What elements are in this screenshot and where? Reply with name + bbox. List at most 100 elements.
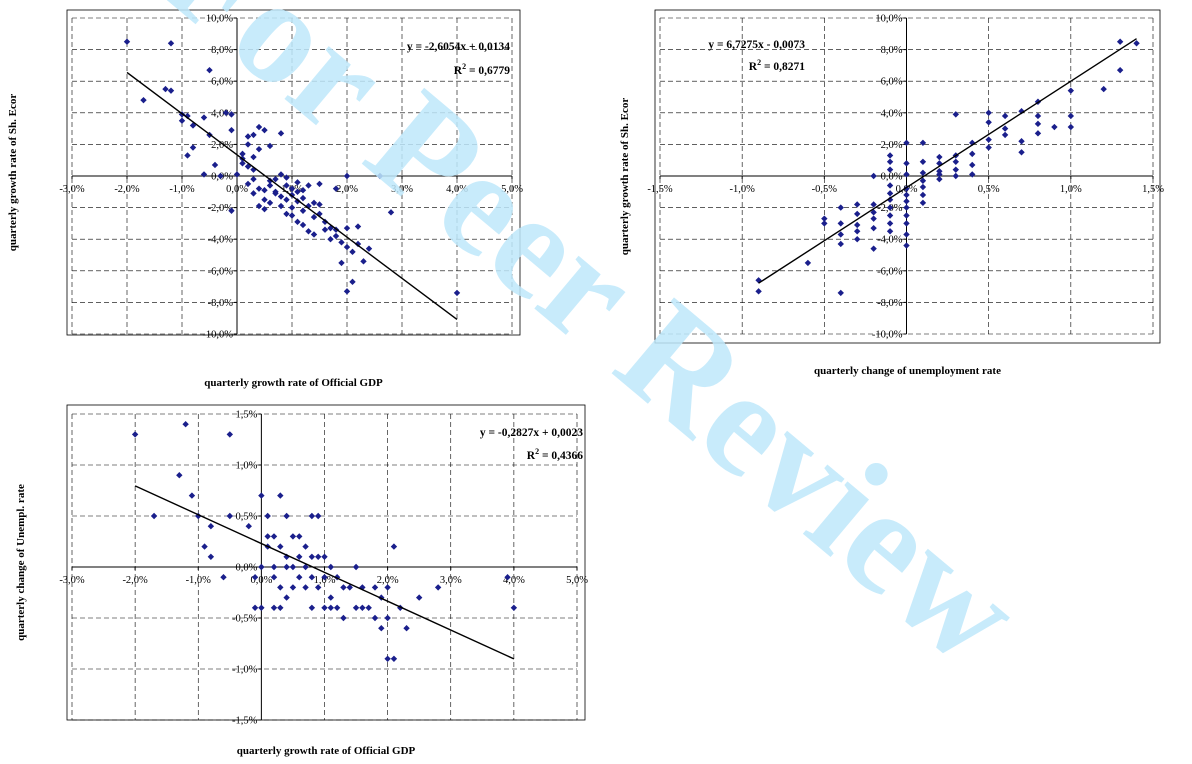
trendline [134, 485, 515, 660]
data-point [936, 153, 943, 161]
data-point [270, 563, 278, 571]
data-point [371, 614, 379, 622]
data-point [182, 421, 189, 428]
data-point [886, 220, 894, 227]
y-tick-label: -10,0% [872, 330, 903, 341]
data-point [308, 574, 316, 581]
x-tick-label: -2,0% [122, 575, 148, 586]
data-point [1034, 120, 1042, 128]
data-point [333, 574, 341, 581]
y-tick-label: 6,0% [881, 77, 903, 88]
data-point [854, 228, 861, 235]
plot-frame [654, 9, 1161, 344]
x-tick-label: 2,0% [377, 575, 399, 586]
data-point [228, 207, 235, 214]
data-point [140, 96, 147, 104]
data-point [288, 204, 296, 211]
data-point [919, 169, 927, 177]
y-tick-label: 4,0% [211, 108, 233, 119]
data-point [296, 574, 303, 581]
data-point [294, 188, 301, 195]
data-point [919, 158, 927, 165]
data-point [299, 221, 307, 229]
data-point [854, 201, 861, 208]
data-point [903, 139, 910, 147]
y-tick-label: 0,5% [236, 512, 258, 523]
x-tick-label: 3,0% [440, 575, 462, 586]
y-tick-label: -0,5% [232, 614, 258, 625]
data-point [903, 212, 910, 219]
x-tick-label: 1,5% [1142, 184, 1164, 195]
data-point [360, 258, 367, 265]
data-point [150, 512, 158, 520]
data-point [338, 259, 345, 267]
data-point [755, 277, 762, 284]
data-point [189, 122, 197, 129]
data-point [321, 574, 328, 581]
data-point [277, 130, 285, 137]
data-point [359, 604, 366, 611]
data-point [343, 243, 351, 251]
data-point [277, 584, 284, 591]
data-point [352, 563, 360, 571]
data-point [952, 158, 959, 165]
data-point [365, 604, 372, 611]
data-point [837, 240, 844, 248]
data-point [886, 182, 894, 189]
data-point [1116, 66, 1124, 74]
data-point [985, 119, 992, 126]
data-point [415, 594, 423, 601]
x-tick-label: -2,0% [114, 184, 140, 195]
data-point [283, 563, 290, 571]
r-squared: R2 = 0,4366 [527, 447, 583, 462]
data-point [390, 543, 398, 550]
data-point [903, 191, 910, 199]
data-point [870, 201, 877, 208]
data-point [123, 38, 131, 45]
data-point [272, 175, 279, 183]
data-point [184, 112, 191, 120]
data-point [206, 66, 213, 74]
y-tick-label: 8,0% [881, 45, 903, 56]
y-tick-label: -4,0% [208, 235, 234, 246]
data-point [283, 174, 290, 181]
data-point [327, 236, 334, 243]
data-point [903, 204, 910, 211]
data-point [1001, 131, 1009, 139]
x-tick-label: -1,0% [729, 184, 755, 195]
data-point [245, 523, 252, 530]
data-point [251, 604, 259, 611]
data-point [1001, 112, 1009, 120]
data-point [289, 533, 297, 540]
data-point [222, 109, 230, 116]
y-tick-label: -8,0% [208, 298, 234, 309]
data-point [255, 145, 263, 153]
data-point [343, 288, 351, 295]
y-tick-label: -2,0% [208, 203, 234, 214]
data-point [299, 194, 307, 202]
data-point [969, 150, 976, 158]
y-tick-label: 10,0% [875, 14, 902, 25]
data-point [310, 231, 318, 238]
data-point [1018, 149, 1025, 156]
data-point [261, 196, 268, 203]
data-point [349, 278, 356, 286]
data-point [327, 594, 335, 601]
data-point [201, 543, 208, 550]
data-point [387, 209, 395, 216]
data-point [302, 543, 309, 550]
x-axis-title: quarterly change of unemployment rate [814, 365, 1001, 377]
data-point [176, 472, 183, 479]
data-point [397, 604, 404, 611]
data-point [244, 141, 252, 148]
x-tick-label: 0,5% [978, 184, 1000, 195]
data-point [327, 604, 335, 611]
data-point [365, 245, 373, 252]
data-point [310, 213, 318, 221]
data-point [338, 239, 345, 246]
data-point [837, 231, 844, 238]
chart-top-left: -3,0%-2,0%-1,0%0,0%1,0%2,0%3,0%4,0%5,0%-… [7, 9, 523, 389]
x-tick-label: -1,5% [647, 184, 673, 195]
trendline [126, 71, 458, 321]
y-tick-label: 0,0% [236, 563, 258, 574]
